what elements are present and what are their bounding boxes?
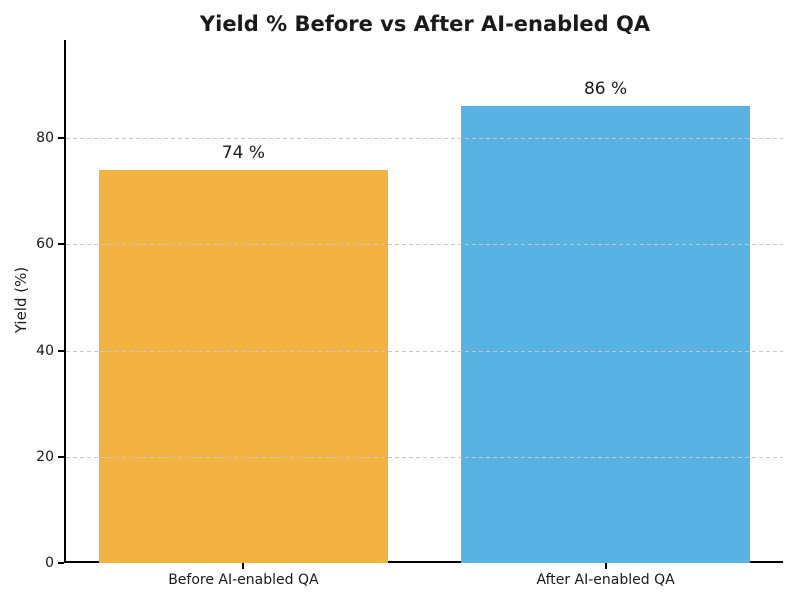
- y-tick-mark: [58, 562, 64, 564]
- bar-value-label: 86 %: [583, 79, 628, 100]
- y-tick-label: 80: [36, 130, 54, 147]
- bar-1: [460, 106, 751, 563]
- gridline-20: [66, 456, 783, 458]
- y-tick-label: 20: [36, 448, 54, 465]
- x-tick-mark: [242, 563, 245, 569]
- y-tick-mark: [58, 137, 64, 140]
- y-tick-mark: [58, 455, 64, 458]
- y-axis-label: Yield (%): [12, 266, 30, 334]
- y-tick-mark: [58, 243, 64, 246]
- bar-0: [98, 170, 389, 563]
- x-axis-line: [64, 561, 783, 563]
- y-axis-line: [64, 40, 66, 563]
- bar-value-label: 74 %: [221, 143, 265, 164]
- y-tick-label: 0: [45, 555, 54, 571]
- chart-title: Yield % Before vs After AI-enabled QA: [199, 12, 651, 36]
- y-tick-label: 60: [36, 236, 54, 253]
- x-tick-label: After AI-enabled QA: [536, 572, 675, 588]
- x-tick-mark: [604, 563, 607, 569]
- y-tick-label: 40: [36, 342, 54, 359]
- y-tick-mark: [58, 349, 64, 352]
- plot-area: [66, 40, 783, 563]
- gridline-60: [66, 244, 783, 246]
- gridline-80: [66, 138, 783, 140]
- x-tick-label: Before AI-enabled QA: [168, 572, 319, 588]
- gridline-40: [66, 350, 783, 352]
